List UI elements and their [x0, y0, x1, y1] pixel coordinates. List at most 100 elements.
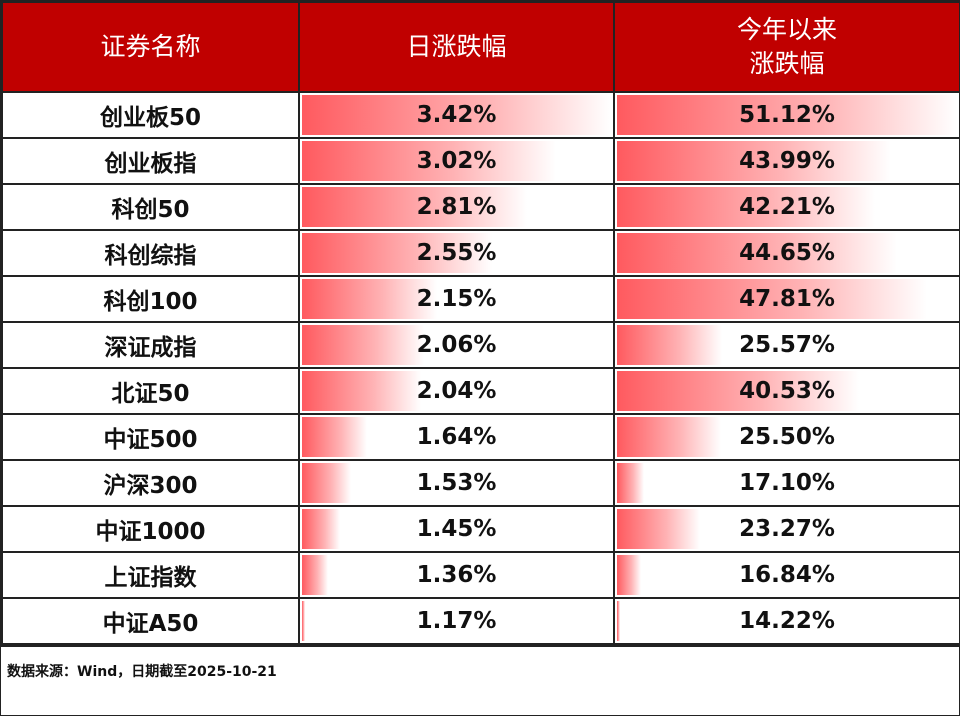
table-row: 科创50 2.81% 42.21%: [1, 183, 960, 231]
ytd-change-value: 17.10%: [739, 470, 835, 496]
ytd-change-data-bar: [617, 509, 701, 549]
security-name-cell: 深证成指: [1, 321, 300, 369]
daily-change-data-bar: [302, 279, 437, 319]
ytd-change-data-bar: [617, 95, 957, 135]
security-name-cell: 中证A50: [1, 597, 300, 645]
daily-change-cell: 3.02%: [298, 137, 615, 185]
ytd-change-value: 51.12%: [739, 102, 835, 128]
ytd-change-value: 44.65%: [739, 240, 835, 266]
ytd-change-cell: 42.21%: [613, 183, 960, 231]
daily-change-data-bar: [302, 233, 492, 273]
daily-change-value: 2.81%: [416, 194, 497, 220]
security-name-cell: 创业板指: [1, 137, 300, 185]
security-name-cell: 科创综指: [1, 229, 300, 277]
daily-change-value: 1.53%: [416, 470, 497, 496]
security-name-cell: 北证50: [1, 367, 300, 415]
daily-change-cell: 1.17%: [298, 597, 615, 645]
security-name-cell: 沪深300: [1, 459, 300, 507]
daily-change-value: 2.55%: [416, 240, 497, 266]
daily-change-value: 1.45%: [416, 516, 497, 542]
security-name-cell: 中证1000: [1, 505, 300, 553]
table-row: 沪深300 1.53% 17.10%: [1, 459, 960, 507]
daily-change-data-bar: [302, 601, 305, 641]
header-daily-change: 日涨跌幅: [298, 1, 615, 93]
security-name-cell: 中证500: [1, 413, 300, 461]
ytd-change-data-bar: [617, 279, 927, 319]
ytd-change-cell: 23.27%: [613, 505, 960, 553]
daily-change-value: 2.04%: [416, 378, 497, 404]
ytd-change-data-bar: [617, 371, 860, 411]
source-note: 数据来源：Wind，日期截至2025-10-21: [1, 645, 959, 691]
daily-change-data-bar: [302, 509, 341, 549]
daily-change-cell: 1.45%: [298, 505, 615, 553]
daily-change-cell: 2.04%: [298, 367, 615, 415]
ytd-change-cell: 43.99%: [613, 137, 960, 185]
ytd-change-value: 16.84%: [739, 562, 835, 588]
table-row: 北证50 2.04% 40.53%: [1, 367, 960, 415]
daily-change-value: 1.17%: [416, 608, 497, 634]
ytd-change-cell: 47.81%: [613, 275, 960, 323]
table-row: 创业板指 3.02% 43.99%: [1, 137, 960, 185]
ytd-change-data-bar: [617, 325, 722, 365]
header-row: 证券名称 日涨跌幅 今年以来 涨跌幅: [1, 1, 960, 93]
daily-change-cell: 1.64%: [298, 413, 615, 461]
ytd-change-cell: 14.22%: [613, 597, 960, 645]
table-row: 科创综指 2.55% 44.65%: [1, 229, 960, 277]
table-row: 科创100 2.15% 47.81%: [1, 275, 960, 323]
daily-change-data-bar: [302, 417, 367, 457]
daily-change-cell: 1.36%: [298, 551, 615, 599]
ytd-change-cell: 40.53%: [613, 367, 960, 415]
ytd-change-data-bar: [617, 555, 642, 595]
daily-change-data-bar: [302, 463, 352, 503]
security-name-cell: 创业板50: [1, 91, 300, 139]
ytd-change-data-bar: [617, 187, 875, 227]
ytd-change-data-bar: [617, 141, 892, 181]
table-row: 创业板50 3.42% 51.12%: [1, 91, 960, 139]
daily-change-cell: 1.53%: [298, 459, 615, 507]
ytd-change-value: 14.22%: [739, 608, 835, 634]
daily-change-value: 2.06%: [416, 332, 497, 358]
index-performance-table: 证券名称 日涨跌幅 今年以来 涨跌幅 创业板50 3.42% 51.12% 创业板指 3…: [1, 1, 960, 645]
daily-change-data-bar: [302, 187, 528, 227]
daily-change-data-bar: [302, 141, 557, 181]
daily-change-cell: 2.81%: [298, 183, 615, 231]
ytd-change-cell: 44.65%: [613, 229, 960, 277]
table-row: 上证指数 1.36% 16.84%: [1, 551, 960, 599]
daily-change-value: 1.64%: [416, 424, 497, 450]
daily-change-cell: 2.55%: [298, 229, 615, 277]
daily-change-cell: 2.15%: [298, 275, 615, 323]
table-row: 深证成指 2.06% 25.57%: [1, 321, 960, 369]
daily-change-cell: 2.06%: [298, 321, 615, 369]
daily-change-data-bar: [302, 371, 422, 411]
daily-change-value: 3.02%: [416, 148, 497, 174]
ytd-change-cell: 16.84%: [613, 551, 960, 599]
daily-change-data-bar: [302, 95, 611, 135]
ytd-change-value: 23.27%: [739, 516, 835, 542]
ytd-change-value: 40.53%: [739, 378, 835, 404]
daily-change-value: 1.36%: [416, 562, 497, 588]
ytd-change-data-bar: [617, 233, 898, 273]
security-name-cell: 科创100: [1, 275, 300, 323]
ytd-change-value: 25.50%: [739, 424, 835, 450]
ytd-change-value: 42.21%: [739, 194, 835, 220]
ytd-change-cell: 51.12%: [613, 91, 960, 139]
header-ytd-line2: 涨跌幅: [749, 49, 825, 78]
ytd-change-cell: 25.50%: [613, 413, 960, 461]
table-row: 中证1000 1.45% 23.27%: [1, 505, 960, 553]
table-row: 中证500 1.64% 25.50%: [1, 413, 960, 461]
ytd-change-data-bar: [617, 601, 620, 641]
ytd-change-data-bar: [617, 463, 644, 503]
ytd-change-data-bar: [617, 417, 721, 457]
ytd-change-value: 25.57%: [739, 332, 835, 358]
table-body: 创业板50 3.42% 51.12% 创业板指 3.02% 43.99% 科创50 2.81%…: [1, 91, 960, 645]
table-row: 中证A50 1.17% 14.22%: [1, 597, 960, 645]
header-ytd-change: 今年以来 涨跌幅: [613, 1, 960, 93]
ytd-change-cell: 17.10%: [613, 459, 960, 507]
ytd-change-value: 47.81%: [739, 286, 835, 312]
header-ytd-line1: 今年以来: [736, 15, 837, 44]
security-name-cell: 科创50: [1, 183, 300, 231]
daily-change-data-bar: [302, 325, 425, 365]
header-security-name: 证券名称: [1, 1, 300, 93]
ytd-change-value: 43.99%: [739, 148, 835, 174]
